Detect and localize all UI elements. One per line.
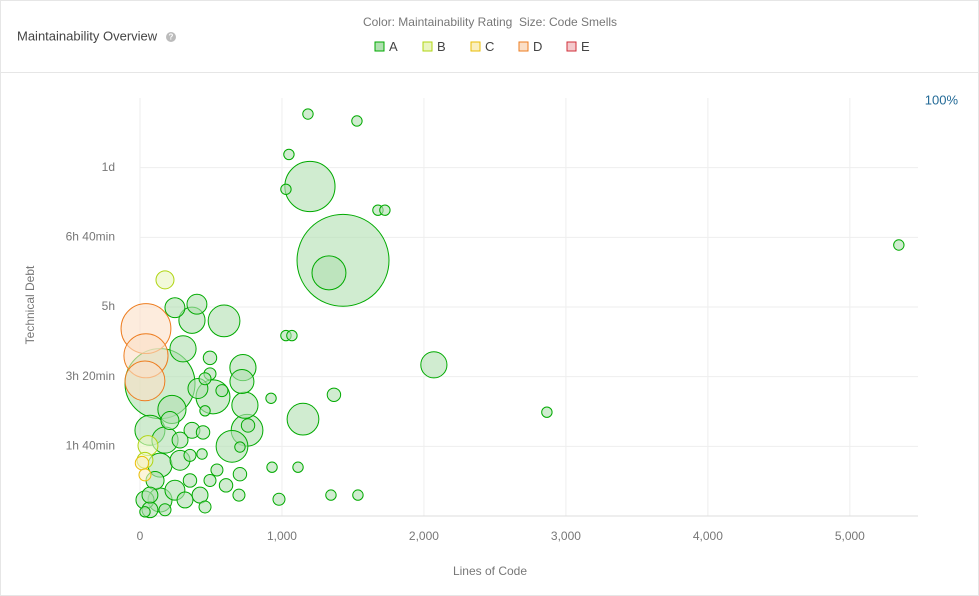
x-tick-label: 4,000 (693, 529, 723, 543)
bubble (272, 492, 286, 506)
subtitle: Color: Maintainability Rating Size: Code… (363, 15, 617, 29)
zoom-reset[interactable]: 100% (925, 92, 959, 107)
bubble (311, 255, 347, 291)
bubble (215, 384, 229, 398)
help-icon[interactable] (166, 32, 176, 42)
bubble (134, 455, 150, 471)
bubble (280, 183, 292, 195)
bubble (420, 351, 448, 379)
bubble (351, 115, 363, 127)
bubble (199, 405, 211, 417)
legend-swatch (470, 41, 481, 52)
bubble (240, 418, 256, 433)
bubble (292, 461, 304, 473)
bubble (207, 304, 241, 338)
legend-label: E (581, 39, 590, 54)
bubble (284, 160, 336, 213)
bubble (234, 441, 246, 453)
bubble (182, 473, 198, 488)
bubble (203, 473, 217, 487)
legend-label: C (485, 39, 494, 54)
y-tick-label: 3h 20min (66, 369, 115, 383)
legend-swatch (422, 41, 433, 52)
bubble (266, 461, 278, 473)
bubble (231, 391, 259, 419)
bubble (141, 486, 159, 504)
help-icon-glyph: ? (169, 33, 174, 42)
bubble (286, 402, 320, 436)
legend-label: D (533, 39, 542, 54)
bubble (158, 503, 172, 517)
bubble (283, 148, 295, 161)
bubble (198, 372, 212, 386)
bubble (296, 213, 390, 307)
bubble (176, 491, 194, 509)
y-tick-label: 1h 40min (66, 439, 115, 453)
bubble (198, 500, 212, 514)
y-axis-label: Technical Debt (23, 265, 37, 344)
bubble (541, 406, 553, 418)
bubble (138, 468, 152, 482)
x-tick-label: 2,000 (409, 529, 439, 543)
legend-label: B (437, 39, 446, 54)
bubble (325, 489, 337, 501)
bubble (215, 429, 249, 463)
bubble (171, 431, 189, 449)
chart-title: Maintainability Overview (17, 28, 158, 43)
bubble (326, 387, 342, 402)
bubble (202, 350, 218, 366)
bubble (155, 270, 175, 290)
bubble (893, 239, 905, 251)
bubble (183, 448, 197, 462)
bubble (186, 293, 208, 315)
bubble (232, 466, 248, 482)
bubble (379, 204, 391, 216)
bubble (265, 392, 277, 404)
legend-label: A (389, 39, 398, 54)
bubble (196, 448, 208, 460)
bubble (229, 369, 255, 395)
bubble (160, 411, 180, 431)
bubble (124, 360, 166, 402)
y-tick-label: 6h 40min (66, 230, 115, 244)
bubble (169, 335, 197, 363)
x-tick-label: 0 (137, 529, 144, 543)
bubble (232, 488, 246, 502)
bubble (139, 506, 151, 518)
x-tick-label: 3,000 (551, 529, 581, 543)
x-axis-label: Lines of Code (453, 564, 527, 578)
legend-swatch (374, 41, 385, 52)
x-tick-label: 1,000 (267, 529, 297, 543)
y-tick-label: 1d (102, 160, 115, 174)
x-tick-label: 5,000 (835, 529, 865, 543)
legend-swatch (566, 41, 577, 52)
bubble (210, 463, 224, 477)
y-tick-label: 5h (102, 299, 115, 313)
bubble (164, 297, 186, 319)
bubble (352, 489, 364, 501)
bubble (302, 108, 314, 120)
bubble (286, 329, 298, 342)
legend-swatch (518, 41, 529, 52)
bubble (195, 425, 211, 440)
bubble (218, 478, 234, 493)
